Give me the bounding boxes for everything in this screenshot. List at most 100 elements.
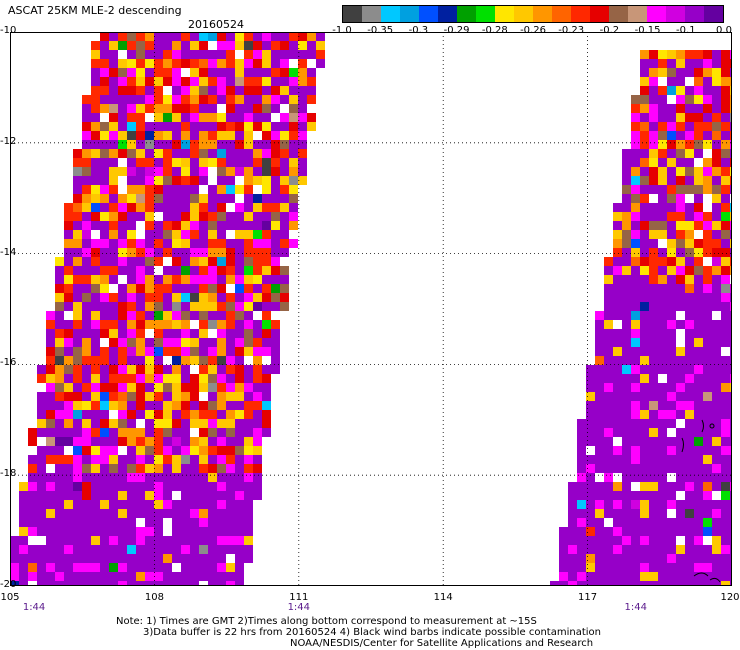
swath-pixel — [145, 536, 154, 545]
swath-pixel — [181, 329, 190, 338]
swath-pixel — [280, 266, 289, 275]
swath-pixel — [100, 347, 109, 356]
swath-pixel — [694, 167, 703, 176]
swath-pixel — [235, 329, 244, 338]
swath-pixel — [712, 446, 721, 455]
swath-pixel — [64, 248, 73, 257]
swath-pixel — [55, 311, 64, 320]
swath-pixel — [82, 572, 91, 581]
swath-pixel — [280, 185, 289, 194]
swath-pixel — [91, 167, 100, 176]
swath-pixel — [685, 95, 694, 104]
swath-pixel — [100, 149, 109, 158]
swath-pixel — [712, 482, 721, 491]
swath-pixel — [118, 59, 127, 68]
swath-pixel — [73, 194, 82, 203]
swath-pixel — [64, 266, 73, 275]
swath-pixel — [694, 545, 703, 554]
swath-pixel — [613, 239, 622, 248]
swath-pixel — [91, 392, 100, 401]
swath-pixel — [118, 365, 127, 374]
swath-pixel — [658, 266, 667, 275]
swath-pixel — [631, 185, 640, 194]
swath-pixel — [253, 122, 262, 131]
swath-pixel — [217, 581, 226, 586]
swath-pixel — [586, 482, 595, 491]
swath-pixel — [244, 392, 253, 401]
swath-pixel — [91, 86, 100, 95]
swath-pixel — [244, 311, 253, 320]
swath-pixel — [271, 365, 280, 374]
swath-pixel — [694, 221, 703, 230]
swath-pixel — [658, 284, 667, 293]
swath-pixel — [64, 293, 73, 302]
swath-pixel — [127, 95, 136, 104]
swath-pixel — [586, 545, 595, 554]
swath-pixel — [676, 77, 685, 86]
swath-pixel — [100, 293, 109, 302]
swath-pixel — [703, 356, 712, 365]
swath-pixel — [667, 437, 676, 446]
swath-pixel — [721, 176, 730, 185]
swath-pixel — [100, 410, 109, 419]
swath-pixel — [262, 257, 271, 266]
swath-pixel — [226, 446, 235, 455]
swath-pixel — [37, 482, 46, 491]
swath-pixel — [172, 230, 181, 239]
swath-pixel — [145, 122, 154, 131]
swath-pixel — [208, 185, 217, 194]
swath-pixel — [181, 104, 190, 113]
swath-pixel — [649, 509, 658, 518]
swath-pixel — [181, 284, 190, 293]
swath-pixel — [190, 527, 199, 536]
swath-pixel — [118, 239, 127, 248]
swath-pixel — [181, 95, 190, 104]
swath-pixel — [163, 329, 172, 338]
swath-pixel — [262, 230, 271, 239]
swath-pixel — [91, 356, 100, 365]
swath-pixel — [613, 338, 622, 347]
swath-pixel — [91, 149, 100, 158]
swath-pixel — [55, 554, 64, 563]
swath-pixel — [640, 320, 649, 329]
swath-pixel — [316, 32, 325, 41]
swath-pixel — [586, 518, 595, 527]
swath-pixel — [37, 428, 46, 437]
swath-pixel — [235, 122, 244, 131]
swath-pixel — [244, 77, 253, 86]
swath-pixel — [235, 86, 244, 95]
swath-pixel — [73, 437, 82, 446]
swath-pixel — [235, 482, 244, 491]
swath-pixel — [136, 131, 145, 140]
swath-pixel — [19, 527, 28, 536]
swath-pixel — [604, 410, 613, 419]
swath-pixel — [118, 284, 127, 293]
swath-pixel — [703, 320, 712, 329]
swath-pixel — [298, 68, 307, 77]
swath-pixel — [649, 68, 658, 77]
swath-pixel — [208, 338, 217, 347]
swath-pixel — [262, 185, 271, 194]
swath-pixel — [64, 563, 73, 572]
swath-pixel — [631, 131, 640, 140]
swath-pixel — [649, 77, 658, 86]
longitude-tick-label: 105 — [0, 592, 20, 603]
swath-pixel — [100, 329, 109, 338]
swath-pixel — [595, 374, 604, 383]
swath-pixel — [721, 563, 730, 572]
swath-pixel — [163, 293, 172, 302]
swath-pixel — [613, 221, 622, 230]
swath-pixel — [622, 275, 631, 284]
swath-pixel — [199, 122, 208, 131]
swath-pixel — [703, 140, 712, 149]
swath-pixel — [91, 158, 100, 167]
swath-pixel — [145, 491, 154, 500]
swath-pixel — [46, 428, 55, 437]
swath-pixel — [217, 572, 226, 581]
swath-pixel — [703, 311, 712, 320]
swath-pixel — [208, 392, 217, 401]
colorbar-tick-label: -0.2 — [599, 25, 620, 36]
swath-pixel — [226, 509, 235, 518]
swath-pixel — [694, 338, 703, 347]
swath-pixel — [217, 464, 226, 473]
